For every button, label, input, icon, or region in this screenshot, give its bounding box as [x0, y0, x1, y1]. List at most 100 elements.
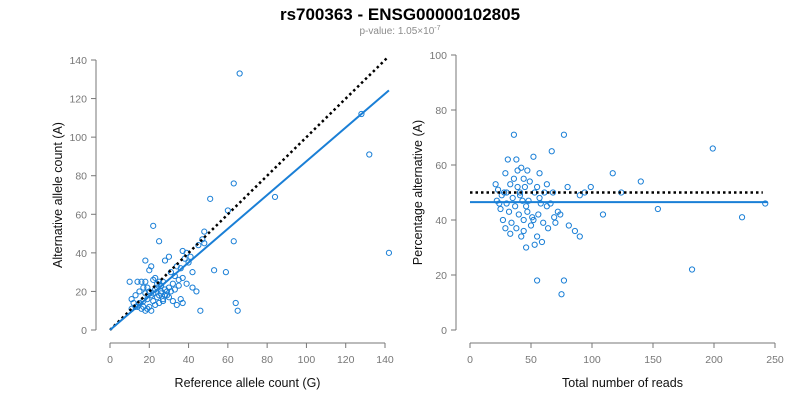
- data-point: [142, 290, 149, 297]
- data-point: [507, 181, 514, 188]
- x-tick-label: 120: [337, 354, 355, 366]
- y-tick-label: 20: [75, 286, 87, 298]
- data-point: [152, 274, 159, 282]
- p-value-exponent: -7: [434, 25, 440, 32]
- data-point: [169, 280, 176, 287]
- data-point: [146, 267, 153, 274]
- fit-line: [109, 89, 390, 331]
- percentage-alternative-scatter-plot: 0 50 100 150 200 250 0 20 40 60 80 100 Total number …: [411, 50, 784, 390]
- data-point: [140, 303, 147, 310]
- data-point: [169, 297, 176, 305]
- data-point: [709, 145, 716, 152]
- data-point: [159, 297, 167, 305]
- data-point: [514, 167, 521, 174]
- data-point: [537, 200, 544, 207]
- x-tick-label: 250: [766, 354, 784, 366]
- y-tick-label: 60: [75, 209, 87, 221]
- x-tick-label: 40: [183, 354, 195, 366]
- data-point: [183, 280, 190, 287]
- data-point: [540, 219, 547, 226]
- data-point: [560, 277, 568, 284]
- data-point: [513, 156, 520, 163]
- data-point: [688, 266, 696, 273]
- data-point: [554, 208, 561, 215]
- data-point: [179, 299, 186, 307]
- data-point: [150, 276, 157, 283]
- y-tick-label: 0: [81, 325, 87, 337]
- data-point: [179, 274, 186, 282]
- data-point: [165, 253, 173, 260]
- data-point: [564, 183, 571, 191]
- reference-line: [109, 57, 388, 331]
- data-point: [520, 175, 527, 182]
- data-point: [197, 307, 204, 314]
- y-axis-label: Percentage alternative (A): [411, 120, 425, 265]
- y-tick-label: 40: [75, 248, 87, 260]
- data-point: [576, 233, 583, 240]
- data-point: [385, 249, 393, 256]
- data-point: [150, 222, 157, 229]
- p-value-text: p-value: 1.05×10: [359, 26, 434, 37]
- data-point: [518, 164, 525, 171]
- data-point: [503, 200, 510, 207]
- data-point: [654, 205, 661, 213]
- data-point: [230, 180, 237, 187]
- data-point: [543, 181, 550, 188]
- data-point: [173, 301, 180, 309]
- data-point: [497, 205, 504, 213]
- data-point: [516, 189, 524, 196]
- data-point: [499, 216, 507, 224]
- y-tick-label: 100: [69, 132, 87, 144]
- data-point: [524, 167, 531, 174]
- data-point: [271, 193, 279, 201]
- data-point: [509, 194, 516, 202]
- data-point: [513, 225, 520, 232]
- data-point: [565, 222, 572, 229]
- data-point: [163, 292, 171, 299]
- data-point: [138, 278, 145, 285]
- x-tick-label: 80: [261, 354, 273, 366]
- data-point: [536, 170, 543, 177]
- data-point: [505, 208, 513, 215]
- data-point: [530, 216, 537, 224]
- data-point: [520, 216, 527, 224]
- x-tick-label: 200: [705, 354, 723, 366]
- data-point: [157, 282, 165, 289]
- x-axis-label: Reference allele count (G): [175, 376, 321, 390]
- data-point: [492, 181, 499, 188]
- data-point: [185, 259, 192, 266]
- data-point: [531, 241, 538, 248]
- x-tick-label: 0: [467, 354, 473, 366]
- data-point: [535, 211, 542, 218]
- data-point: [521, 183, 529, 191]
- data-point: [548, 148, 555, 155]
- data-point: [519, 197, 526, 204]
- data-point: [156, 292, 163, 299]
- y-tick-label: 100: [429, 50, 447, 62]
- data-point: [523, 203, 530, 210]
- data-point: [525, 197, 532, 204]
- x-tick-label: 100: [298, 354, 316, 366]
- data-point: [126, 278, 133, 285]
- data-point: [510, 175, 518, 182]
- data-point: [201, 228, 208, 235]
- data-point: [136, 288, 143, 295]
- data-point: [508, 219, 515, 226]
- data-point: [549, 189, 557, 196]
- data-point: [224, 207, 231, 214]
- y-tick-label: 20: [435, 270, 447, 282]
- y-tick-label: 40: [435, 215, 447, 227]
- data-point: [560, 131, 568, 138]
- x-tick-label: 140: [376, 354, 394, 366]
- y-tick-label: 140: [69, 55, 87, 67]
- x-tick-label: 20: [143, 354, 155, 366]
- data-point: [498, 192, 505, 199]
- y-tick-label: 80: [435, 105, 447, 117]
- y-axis-label: Alternative allele count (A): [51, 122, 65, 268]
- data-point: [514, 183, 521, 191]
- data-point: [140, 284, 147, 291]
- data-point: [637, 178, 644, 185]
- y-tick-label: 0: [441, 325, 447, 337]
- chart-subtitle: p-value: 1.05×10-7: [359, 25, 440, 37]
